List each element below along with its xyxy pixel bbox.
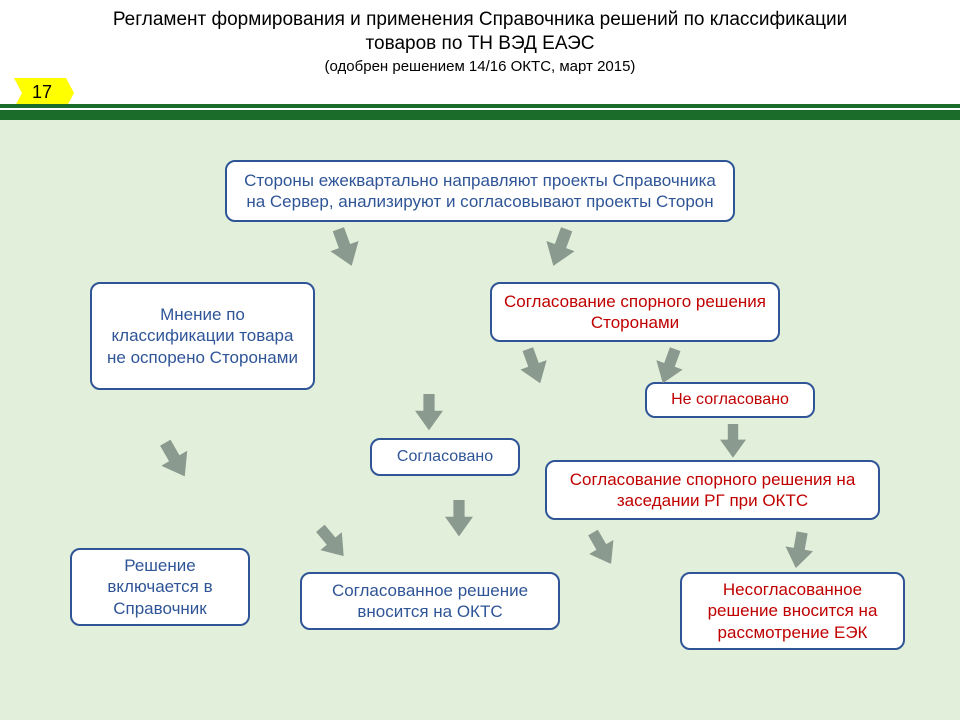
title-block: Регламент формирования и применения Спра…	[0, 8, 960, 75]
flowchart-node: Согласование спорного решения Сторонами	[490, 282, 780, 342]
flowchart-node: Согласование спорного решения на заседан…	[545, 460, 880, 520]
title-line2: товаров по ТН ВЭД ЕАЭС	[0, 32, 960, 56]
flowchart-node: Несогласованное решение вносится на расс…	[680, 572, 905, 650]
slide-number-badge: 17	[14, 78, 74, 108]
arrow-icon	[720, 424, 746, 458]
arrow-icon	[445, 500, 473, 536]
flowchart-node: Не согласовано	[645, 382, 815, 418]
slide-number: 17	[14, 78, 70, 106]
header: Регламент формирования и применения Спра…	[0, 0, 960, 110]
arrow-icon	[415, 394, 443, 430]
header-rule-thick	[0, 110, 960, 120]
header-rule-thin	[0, 104, 960, 108]
flowchart-node: Согласовано	[370, 438, 520, 476]
subtitle: (одобрен решением 14/16 ОКТС, март 2015)	[0, 58, 960, 75]
flowchart-node: Стороны ежеквартально направляют проекты…	[225, 160, 735, 222]
flowchart-node: Согласованное решение вносится на ОКТС	[300, 572, 560, 630]
flowchart-node: Решение включается в Справочник	[70, 548, 250, 626]
title-line1: Регламент формирования и применения Спра…	[0, 8, 960, 32]
flowchart-node: Мнение по классификации товара не оспоре…	[90, 282, 315, 390]
